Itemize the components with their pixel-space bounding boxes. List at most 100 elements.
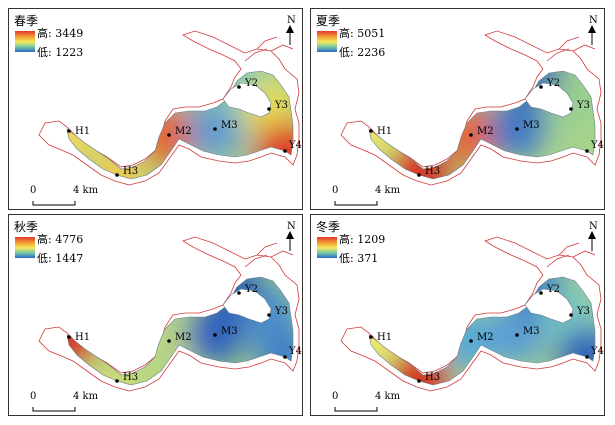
site-label-y2: Y2 <box>244 284 258 295</box>
shoreline-inlet <box>546 254 570 268</box>
shoreline-inlet <box>270 44 294 52</box>
map-panel-spring: H1 H3 M2 M3 Y2 Y3 Y4 春季 高: 3449 低: 1223 N 0 4 … <box>8 8 303 210</box>
scale-label: 4 km <box>73 185 99 196</box>
site-marker-m2 <box>167 133 171 137</box>
north-arrow-icon <box>286 25 294 33</box>
site-label-y2: Y2 <box>546 78 560 89</box>
shoreline-inlet <box>572 44 596 52</box>
site-marker-h1 <box>369 335 373 339</box>
panel-title: 夏季 <box>316 14 341 28</box>
site-label-y2: Y2 <box>244 78 258 89</box>
site-label-m3: M3 <box>523 120 540 131</box>
legend-high: 高: 4776 <box>37 233 84 246</box>
shoreline-inlet <box>244 48 268 62</box>
site-marker-h1 <box>369 129 373 133</box>
panel-title: 春季 <box>14 14 39 28</box>
site-label-m2: M2 <box>477 126 494 137</box>
site-label-y4: Y4 <box>288 346 302 357</box>
north-label: N <box>287 221 296 232</box>
north-label: N <box>589 15 598 26</box>
site-marker-m3 <box>515 127 519 131</box>
shoreline-outline <box>340 30 602 186</box>
map-panel-summer: H1 H3 M2 M3 Y2 Y3 Y4 夏季 高: 5051 低: 2236 N 0 4 … <box>310 8 605 210</box>
site-label-y4: Y4 <box>288 140 302 151</box>
shoreline-outline <box>38 30 300 186</box>
site-label-m3: M3 <box>221 326 238 337</box>
site-marker-m2 <box>469 133 473 137</box>
site-marker-m2 <box>167 339 171 343</box>
map-panel-winter: H1 H3 M2 M3 Y2 Y3 Y4 冬季 高: 1209 低: 371 N 0 4 k… <box>310 214 605 416</box>
legend-high: 高: 1209 <box>339 233 386 246</box>
shoreline-outline <box>38 236 300 392</box>
site-label-m2: M2 <box>477 332 494 343</box>
north-label: N <box>589 221 598 232</box>
legend-low: 低: 1447 <box>37 252 84 265</box>
site-marker-m2 <box>469 339 473 343</box>
site-label-h3: H3 <box>123 166 138 177</box>
site-label-m3: M3 <box>523 326 540 337</box>
legend-high: 高: 5051 <box>339 27 386 40</box>
site-marker-y3 <box>569 107 573 111</box>
lake-map: H1 H3 M2 M3 Y2 Y3 Y4 <box>334 231 604 412</box>
site-marker-h3 <box>115 173 119 177</box>
lake-map: H1 H3 M2 M3 Y2 Y3 Y4 <box>32 231 302 412</box>
legend-low: 低: 371 <box>339 252 379 265</box>
site-label-m2: M2 <box>175 332 192 343</box>
site-marker-y2 <box>539 85 543 89</box>
legend-color-bar <box>317 237 337 258</box>
site-marker-y3 <box>267 107 271 111</box>
legend-low: 低: 1223 <box>37 46 84 59</box>
site-label-h1: H1 <box>75 126 90 137</box>
scale-label: 4 km <box>375 391 401 402</box>
site-marker-m3 <box>213 333 217 337</box>
north-arrow-icon <box>588 231 596 239</box>
legend-low: 低: 2236 <box>339 46 386 59</box>
site-marker-h1 <box>67 335 71 339</box>
site-label-y3: Y3 <box>576 306 590 317</box>
water-edge <box>66 276 294 386</box>
site-label-m2: M2 <box>175 126 192 137</box>
scale-zero: 0 <box>332 391 339 402</box>
site-marker-h3 <box>115 379 119 383</box>
site-label-h3: H3 <box>425 166 440 177</box>
scale-bar <box>32 201 76 206</box>
site-marker-h3 <box>417 379 421 383</box>
site-marker-y2 <box>237 291 241 295</box>
shoreline-inlet <box>270 250 294 258</box>
site-label-h1: H1 <box>75 332 90 343</box>
site-marker-y3 <box>569 313 573 317</box>
water-edge <box>66 70 294 180</box>
shoreline-inlet <box>256 242 278 256</box>
north-arrow-icon <box>286 231 294 239</box>
water-edge <box>368 70 596 180</box>
site-marker-y4 <box>283 149 287 153</box>
legend-color-bar <box>15 31 35 52</box>
legend-high: 高: 3449 <box>37 27 84 40</box>
shoreline-inlet <box>546 48 570 62</box>
site-marker-y2 <box>539 291 543 295</box>
shoreline-outline <box>340 236 602 392</box>
scale-zero: 0 <box>30 391 37 402</box>
site-label-y4: Y4 <box>590 346 604 357</box>
site-marker-y4 <box>585 355 589 359</box>
site-marker-y4 <box>585 149 589 153</box>
site-marker-y3 <box>267 313 271 317</box>
scale-bar <box>32 407 76 412</box>
lake-map: H1 H3 M2 M3 Y2 Y3 Y4 <box>334 25 604 206</box>
shoreline-inlet <box>244 254 268 268</box>
north-arrow-icon <box>588 25 596 33</box>
site-label-h1: H1 <box>377 332 392 343</box>
water-edge <box>368 276 596 386</box>
panel-title: 冬季 <box>316 220 341 234</box>
map-panel-autumn: H1 H3 M2 M3 Y2 Y3 Y4 秋季 高: 4776 低: 1447 N 0 4 … <box>8 214 303 416</box>
site-marker-h3 <box>417 173 421 177</box>
site-marker-y4 <box>283 355 287 359</box>
shoreline-inlet <box>256 36 278 50</box>
legend-color-bar <box>317 31 337 52</box>
site-label-y2: Y2 <box>546 284 560 295</box>
legend-color-bar <box>15 237 35 258</box>
site-marker-m3 <box>213 127 217 131</box>
panel-title: 秋季 <box>14 220 39 234</box>
shoreline-inlet <box>572 250 596 258</box>
site-label-h3: H3 <box>425 372 440 383</box>
